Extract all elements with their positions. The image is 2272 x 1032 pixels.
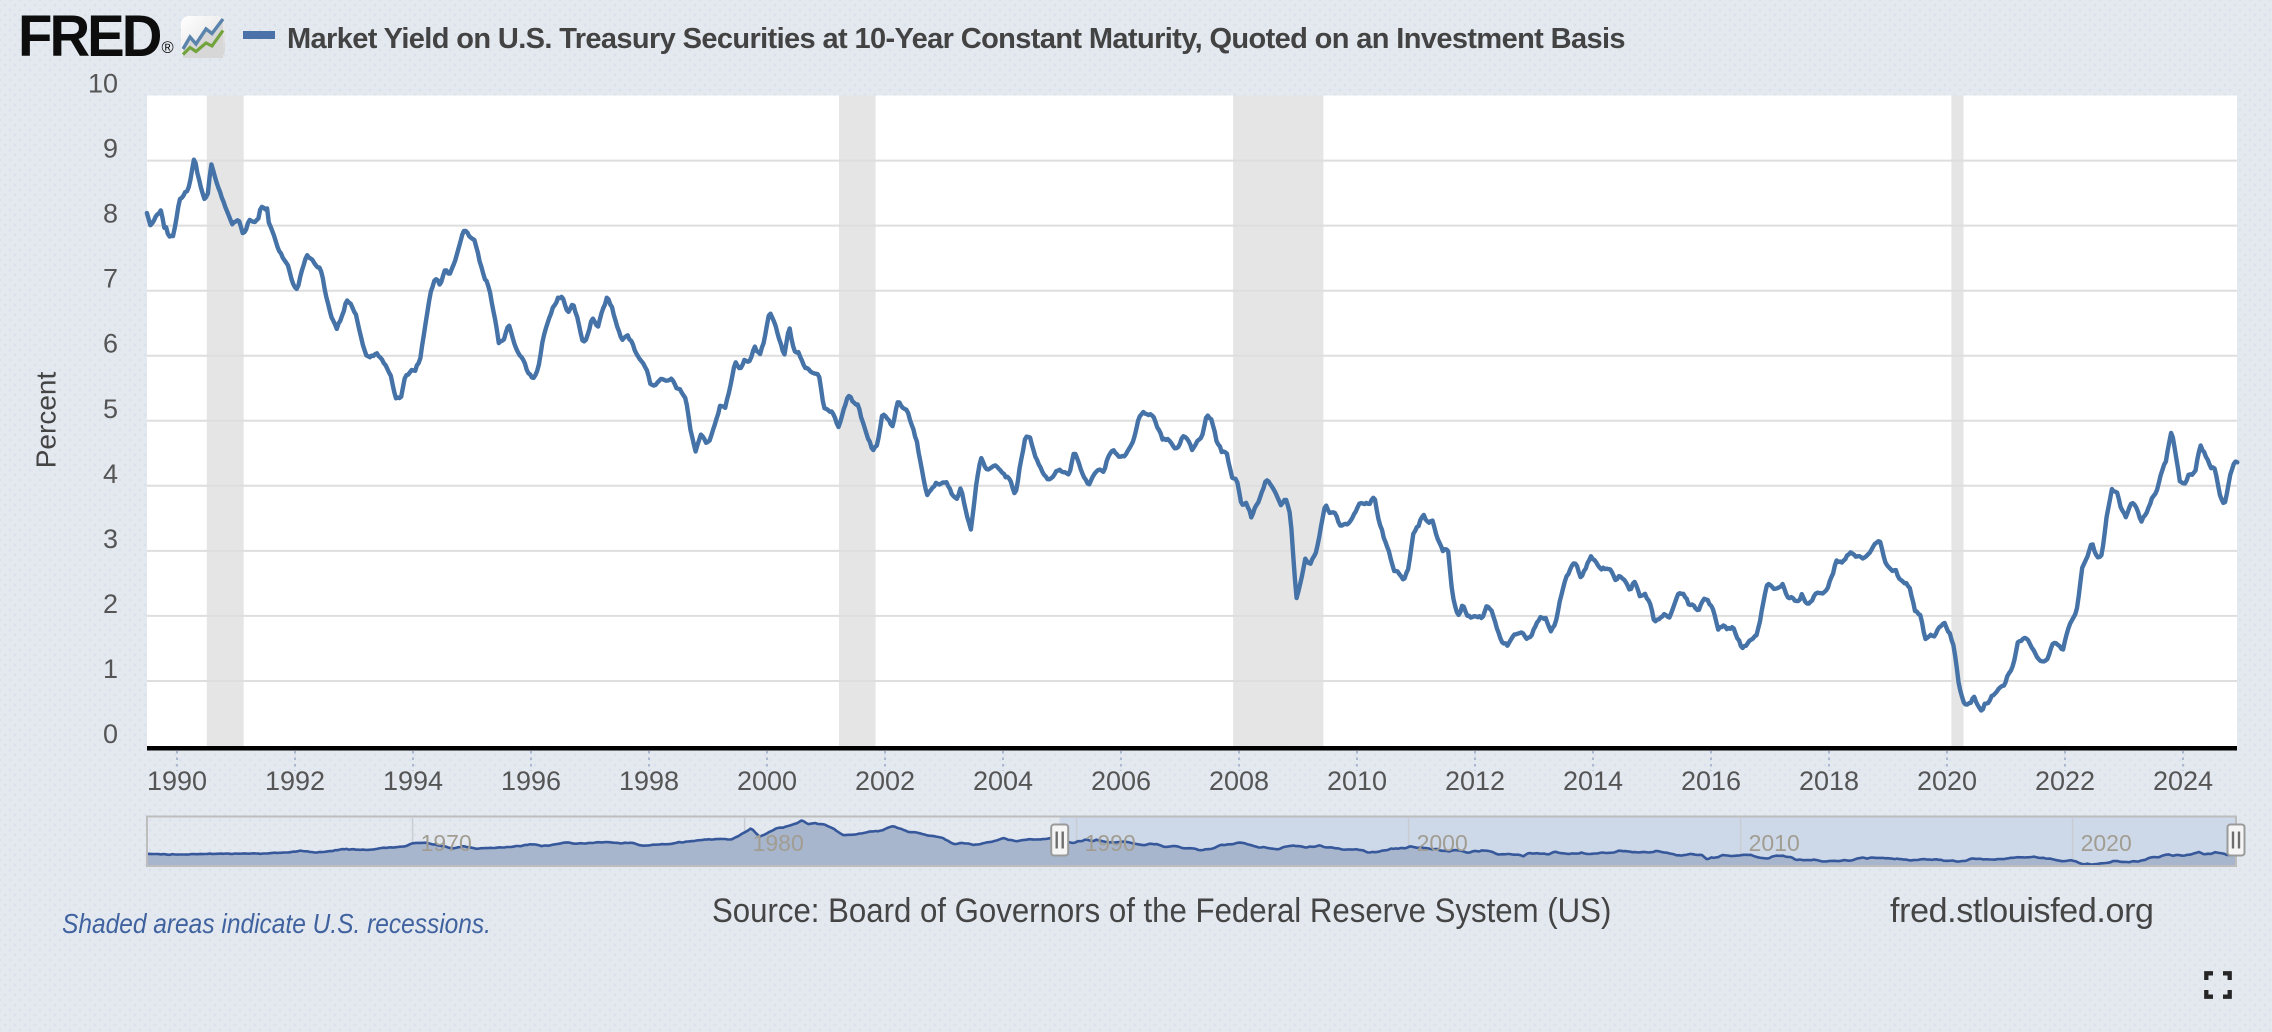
svg-text:2010: 2010	[1749, 830, 1800, 856]
svg-text:1: 1	[103, 654, 118, 684]
svg-text:1994: 1994	[383, 766, 443, 796]
svg-text:1970: 1970	[421, 830, 472, 856]
svg-text:2: 2	[103, 589, 118, 619]
svg-text:2018: 2018	[1799, 766, 1859, 796]
svg-text:2012: 2012	[1445, 766, 1505, 796]
svg-text:2006: 2006	[1091, 766, 1151, 796]
svg-text:2014: 2014	[1563, 766, 1623, 796]
svg-text:8: 8	[103, 199, 118, 229]
svg-text:2008: 2008	[1209, 766, 1269, 796]
svg-text:2020: 2020	[1917, 766, 1977, 796]
svg-text:3: 3	[103, 524, 118, 554]
svg-text:2020: 2020	[2081, 830, 2132, 856]
svg-text:2022: 2022	[2035, 766, 2095, 796]
svg-text:1992: 1992	[265, 766, 325, 796]
svg-text:2024: 2024	[2153, 766, 2213, 796]
svg-text:1990: 1990	[147, 766, 207, 796]
svg-text:1990: 1990	[1085, 830, 1136, 856]
svg-text:1996: 1996	[501, 766, 561, 796]
svg-text:2010: 2010	[1327, 766, 1387, 796]
svg-text:2016: 2016	[1681, 766, 1741, 796]
svg-text:2002: 2002	[855, 766, 915, 796]
svg-text:7: 7	[103, 264, 118, 294]
svg-text:9: 9	[103, 134, 118, 164]
svg-text:1980: 1980	[753, 830, 804, 856]
svg-text:2000: 2000	[737, 766, 797, 796]
svg-text:2004: 2004	[973, 766, 1033, 796]
svg-text:10: 10	[88, 69, 118, 99]
svg-text:2000: 2000	[1417, 830, 1468, 856]
svg-text:Percent: Percent	[31, 372, 62, 469]
svg-text:4: 4	[103, 459, 118, 489]
svg-text:0: 0	[103, 719, 118, 749]
svg-text:5: 5	[103, 394, 118, 424]
svg-text:1998: 1998	[619, 766, 679, 796]
svg-text:6: 6	[103, 329, 118, 359]
